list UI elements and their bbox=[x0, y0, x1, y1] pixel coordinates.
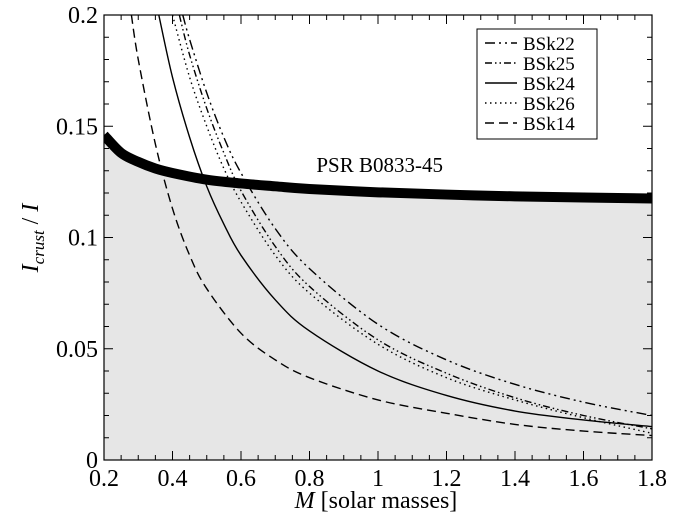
plot-area: PSR B0833-45 bbox=[104, 15, 652, 460]
x-tick-label: 1 bbox=[372, 466, 384, 492]
x-tick-label: 1.6 bbox=[569, 466, 599, 492]
legend-label-bsk25: BSk25 bbox=[523, 54, 575, 75]
annotation-psr: PSR B0833-45 bbox=[316, 153, 443, 177]
y-tick-label: 0 bbox=[86, 448, 98, 474]
axes: 0.2 0.4 0.6 0.8 1 1.2 1.4 1.6 1.8 0 0.05 0.1 0.15 0.2 bbox=[56, 3, 667, 492]
x-tick-label: 1.2 bbox=[432, 466, 462, 492]
x-tick-label: 0.8 bbox=[295, 466, 325, 492]
series-line-bsk25 bbox=[178, 15, 652, 430]
series-line-bsk24 bbox=[158, 15, 652, 428]
x-tick-label: 0.4 bbox=[158, 466, 188, 492]
x-axis-title: M [solar masses] bbox=[294, 488, 458, 514]
shaded-region bbox=[104, 135, 652, 460]
y-tick-label: 0.1 bbox=[68, 226, 98, 252]
legend-box bbox=[476, 28, 598, 140]
series-line-bsk26 bbox=[171, 15, 652, 434]
y-tick-label: 0.15 bbox=[56, 114, 98, 140]
legend-label-bsk22: BSk22 bbox=[523, 34, 575, 55]
band-psr-b0833-45 bbox=[104, 131, 652, 204]
legend-label-bsk26: BSk26 bbox=[523, 94, 575, 115]
legend-label-bsk24: BSk24 bbox=[523, 74, 575, 95]
x-tick-label: 0.2 bbox=[89, 466, 119, 492]
x-tick-label: 1.8 bbox=[637, 466, 667, 492]
series-line-bsk14 bbox=[130, 15, 652, 437]
y-axis-title: Icrust / I bbox=[18, 203, 48, 274]
legend-label-bsk14: BSk14 bbox=[523, 114, 575, 135]
x-tick-label: 1.4 bbox=[500, 466, 530, 492]
y-tick-label: 0.05 bbox=[56, 337, 98, 363]
x-tick-label: 0.6 bbox=[226, 466, 256, 492]
series-line-bsk22 bbox=[182, 15, 652, 417]
y-tick-label: 0.2 bbox=[68, 3, 98, 29]
